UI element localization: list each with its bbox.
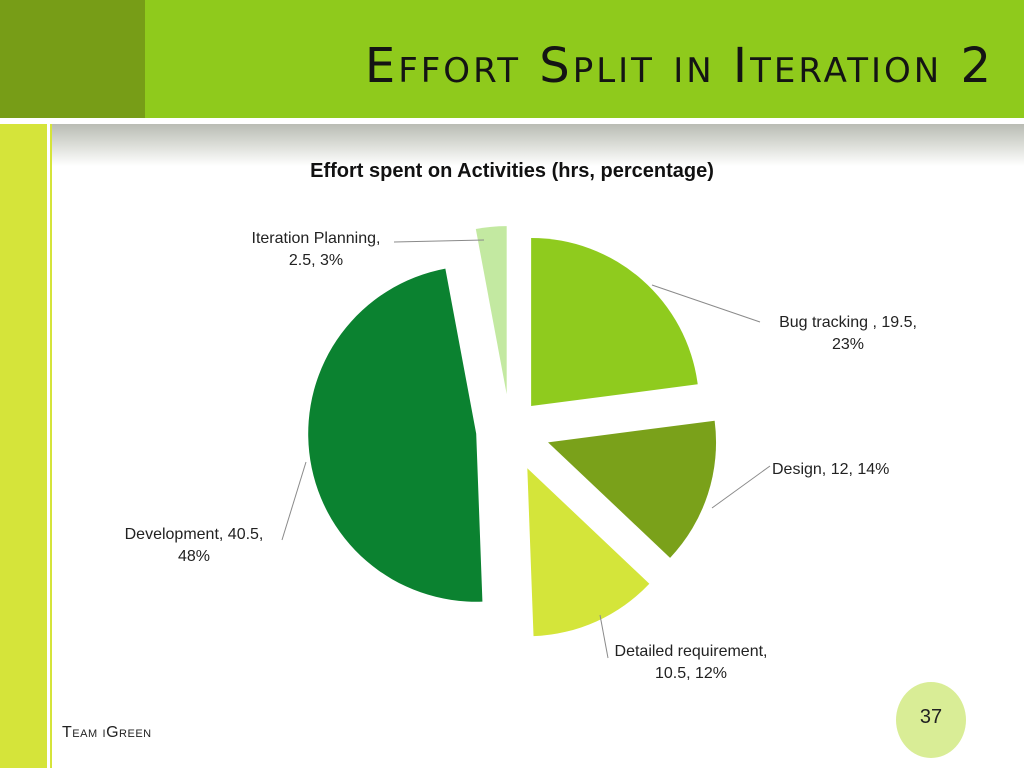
pie-slice-iteration-planning xyxy=(475,226,507,395)
pie-slice-detailed-requirement xyxy=(527,468,650,637)
page-number-badge xyxy=(896,682,966,758)
data-label-iteration-planning: Iteration Planning, 2.5, 3% xyxy=(251,230,381,269)
footer-team-name: Team iGreen xyxy=(62,724,152,741)
slide-title: Effort Split in Iteration 2 xyxy=(364,38,994,94)
data-label-development: Development, 40.5, 48% xyxy=(124,526,264,565)
header-band xyxy=(0,0,1024,118)
leader-line-development xyxy=(281,461,307,541)
page-number: 37 xyxy=(919,706,943,728)
pie-slice-design xyxy=(548,420,717,558)
data-label-detailed-requirement: Detailed requirement, 10.5, 12% xyxy=(614,643,768,682)
data-label-design: Design, 12, 14% xyxy=(772,461,890,478)
pie-slice-bug-tracking xyxy=(531,237,698,406)
leader-line-iteration-planning xyxy=(393,239,485,243)
header-corner-block xyxy=(0,0,145,118)
leader-line-bug-tracking xyxy=(651,284,761,323)
header-divider xyxy=(0,118,1024,122)
leader-line-detailed-requirement xyxy=(599,614,609,659)
chart-title: Effort spent on Activities (hrs, percent… xyxy=(310,160,714,182)
leader-line-design xyxy=(711,465,771,509)
left-accent-bar xyxy=(0,124,52,768)
pie-slice-development xyxy=(308,268,483,602)
header-shadow xyxy=(52,124,1024,166)
data-label-bug-tracking: Bug tracking , 19.5, 23% xyxy=(779,314,917,353)
left-bar-divider xyxy=(47,124,50,768)
